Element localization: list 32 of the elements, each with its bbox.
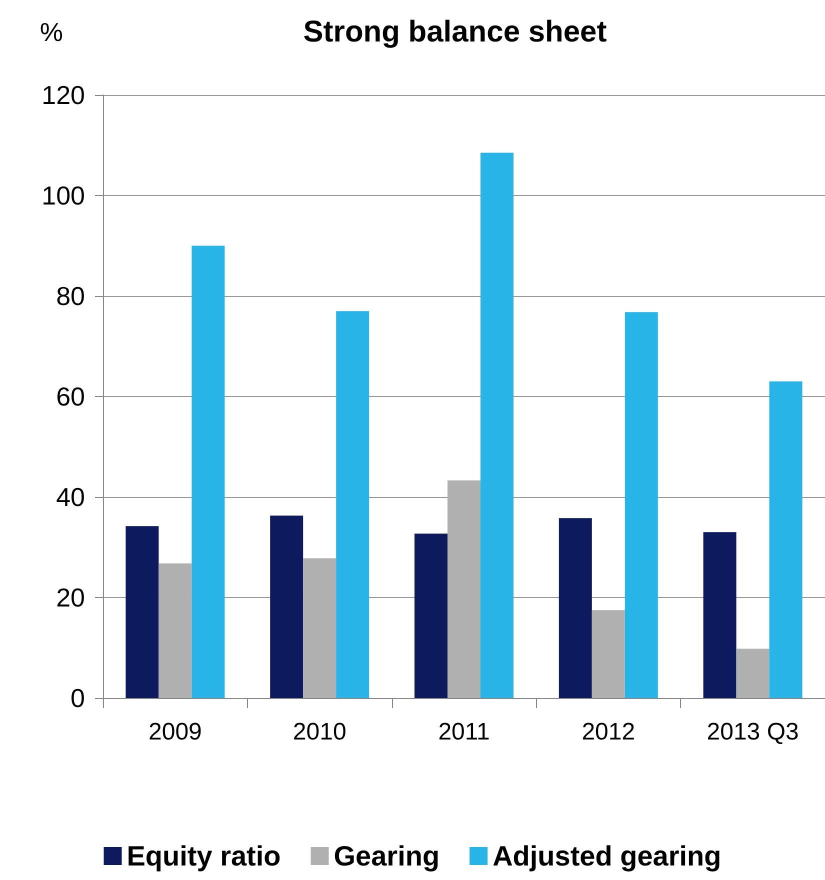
bar [303,558,336,698]
bar [448,480,480,698]
bar [126,526,159,698]
bar [703,532,736,698]
bar [558,518,592,698]
x-tick-label: 2011 [438,718,490,746]
x-tick-label: 2012 [582,718,636,746]
x-tick-label: 2013 Q3 [706,718,799,746]
bar [480,152,514,698]
legend-label: Equity ratio [126,840,281,872]
legend-label: Gearing [334,840,440,872]
y-tick-label: 80 [56,281,85,311]
bar [158,563,192,698]
bar [736,648,770,698]
bar [414,534,448,698]
bar [592,610,625,698]
x-tick-label: 2010 [292,718,346,746]
x-tick-label: 2009 [148,718,202,746]
bar [336,311,370,698]
y-axis-title: % [40,17,63,47]
bar [624,312,658,698]
bar [270,516,304,698]
y-tick-label: 100 [42,180,85,210]
y-tick-label: 120 [42,80,85,110]
y-tick-label: 20 [56,582,85,612]
y-tick-label: 40 [56,482,85,512]
bar [769,381,802,698]
legend-label: Adjusted gearing [492,840,722,872]
bar [192,246,225,698]
y-tick-label: 60 [56,382,85,412]
chart-title: Strong balance sheet [303,16,607,48]
y-tick-label: 0 [70,683,85,713]
